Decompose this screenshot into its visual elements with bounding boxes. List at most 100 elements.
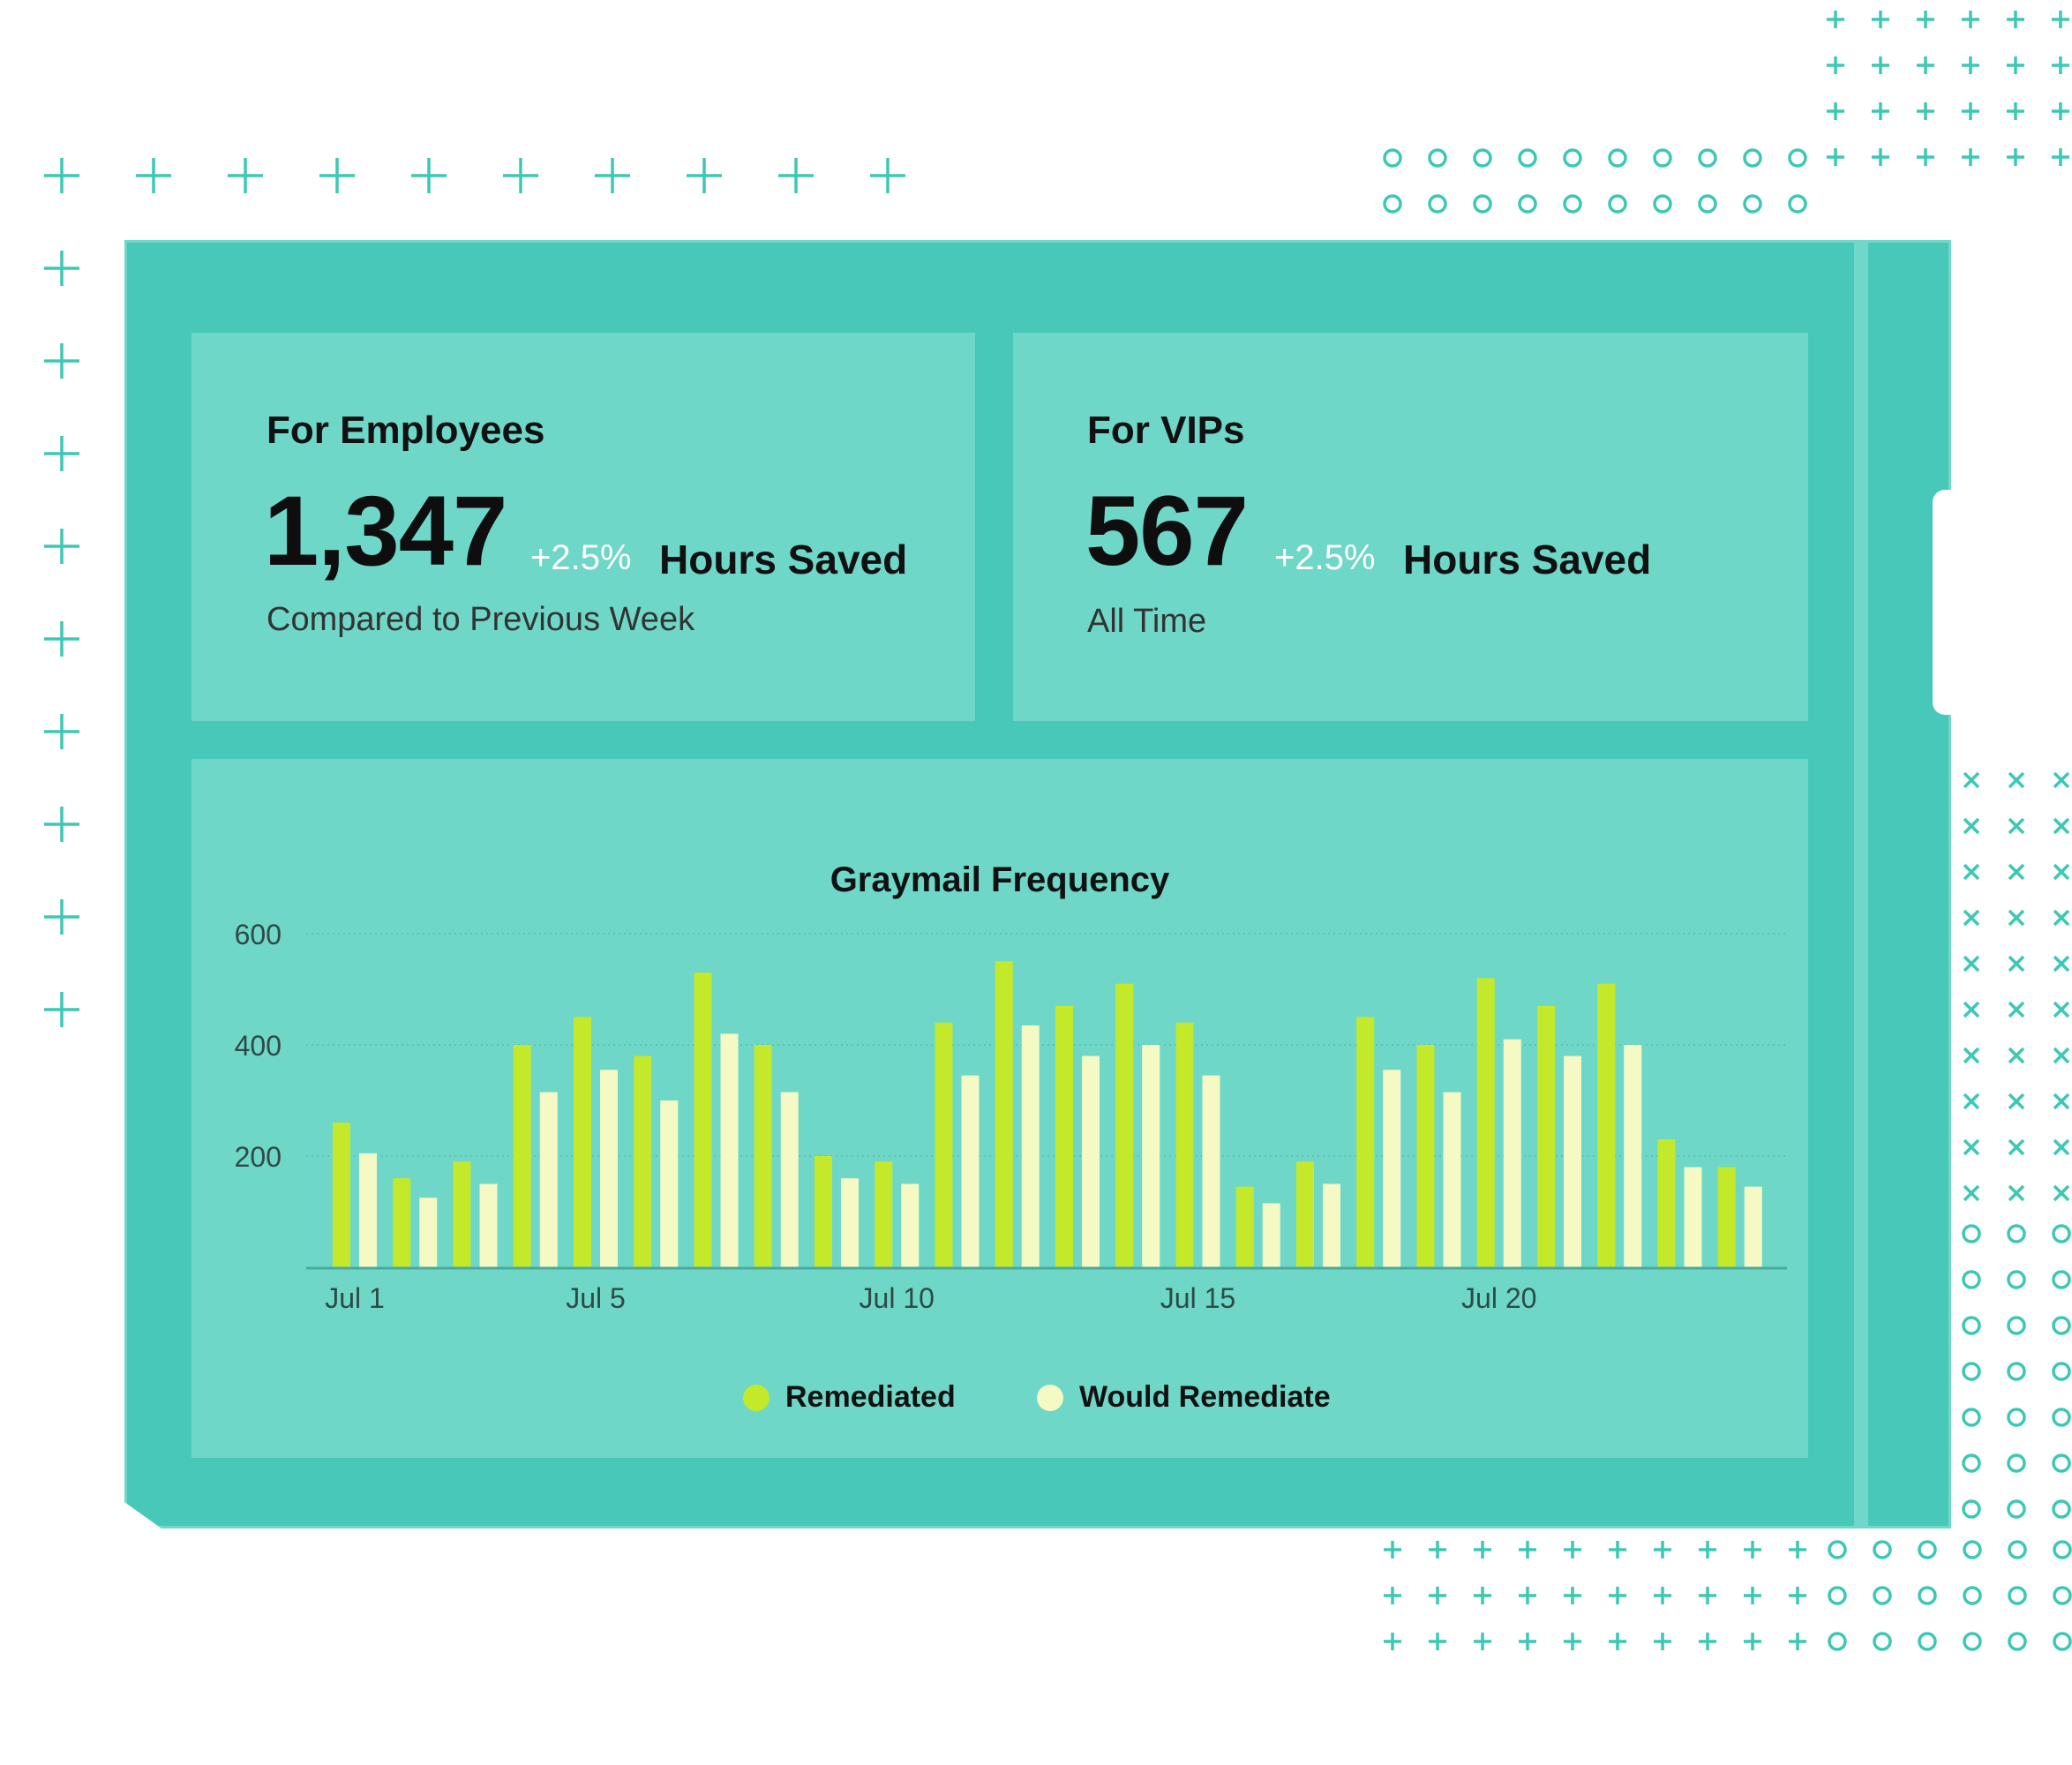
bar-would-remediate — [1383, 1070, 1401, 1267]
plus-mark — [1789, 1587, 1806, 1604]
plus-mark — [1384, 1633, 1401, 1650]
plus-mark — [1962, 56, 1979, 74]
plus-mark — [1962, 11, 1979, 28]
bar-remediated — [1296, 1161, 1314, 1267]
chart-title: Graymail Frequency — [830, 860, 1170, 899]
bar-would-remediate — [539, 1092, 558, 1267]
circle-mark — [2007, 1224, 2026, 1243]
y-tick-label: 200 — [235, 1141, 282, 1173]
circle-mark — [2007, 1316, 2026, 1335]
circle-mark — [1518, 148, 1537, 168]
circle-mark — [1828, 1632, 1847, 1651]
plus-mark — [595, 158, 630, 193]
plus-mark — [1917, 148, 1934, 166]
cross-mark — [2053, 1001, 2070, 1018]
plus-mark — [44, 621, 79, 657]
circle-mark — [1962, 1408, 1981, 1427]
bar-would-remediate — [660, 1100, 679, 1267]
cross-mark — [2008, 1047, 2025, 1064]
legend-remediated-label: Remediated — [785, 1380, 956, 1414]
plus-mark — [44, 899, 79, 935]
circle-mark — [1653, 148, 1672, 168]
x-tick-label: Jul 20 — [1461, 1282, 1536, 1314]
cross-mark — [1963, 1184, 1980, 1202]
circle-mark — [2007, 1453, 2026, 1473]
cross-mark — [2053, 771, 2070, 789]
circle-mark — [1608, 194, 1627, 214]
plus-mark — [2007, 56, 2024, 74]
plus-mark — [411, 158, 447, 193]
circle-mark — [1962, 1316, 1981, 1335]
cross-mark — [2053, 1138, 2070, 1156]
circle-mark — [1918, 1586, 1937, 1605]
circle-mark — [2052, 1453, 2071, 1473]
plus-mark — [1699, 1587, 1716, 1604]
plus-mark — [2007, 11, 2024, 28]
circle-mark — [1563, 194, 1582, 214]
legend-remediated: Remediated — [743, 1380, 956, 1415]
bar-remediated — [393, 1178, 411, 1267]
plus-mark — [1827, 11, 1844, 28]
bar-would-remediate — [1503, 1039, 1521, 1267]
plus-mark — [1654, 1633, 1671, 1650]
plus-mark — [1962, 148, 1979, 166]
circle-mark — [1743, 148, 1762, 168]
bar-remediated — [1476, 978, 1495, 1267]
circle-mark — [2007, 1270, 2026, 1289]
bar-remediated — [815, 1156, 832, 1267]
bar-would-remediate — [1021, 1025, 1040, 1267]
bar-would-remediate — [1443, 1092, 1461, 1267]
cross-mark — [1963, 909, 1980, 927]
card-title: For Employees — [267, 409, 545, 452]
plus-mark — [1564, 1541, 1581, 1558]
circle-mark — [1963, 1586, 1982, 1605]
card-subtitle: Compared to Previous Week — [267, 601, 695, 638]
circle-mark — [1383, 148, 1402, 168]
bar-would-remediate — [1262, 1203, 1280, 1267]
bar-would-remediate — [901, 1183, 920, 1267]
cross-mark — [1963, 1001, 1980, 1018]
cross-mark — [2008, 771, 2025, 789]
plus-mark — [1789, 1541, 1806, 1558]
bar-would-remediate — [359, 1153, 377, 1267]
bar-remediated — [1175, 1022, 1194, 1267]
plus-mark — [44, 158, 79, 193]
plus-mark — [136, 158, 171, 193]
plus-mark — [1429, 1541, 1446, 1558]
circle-mark — [2008, 1586, 2027, 1605]
delta-badge: +2.5% — [530, 538, 632, 577]
bar-would-remediate — [419, 1198, 438, 1267]
employees-card: For Employees 1,347 +2.5% Hours Saved Co… — [191, 333, 975, 721]
plus-mark — [44, 714, 79, 749]
plus-mark — [1872, 148, 1889, 166]
cross-mark — [1963, 817, 1980, 835]
circle-mark — [1788, 148, 1807, 168]
circle-mark — [1962, 1453, 1981, 1473]
plus-mark — [1429, 1633, 1446, 1650]
circle-mark — [1873, 1586, 1892, 1605]
plus-mark — [44, 529, 79, 564]
legend-would-remediate-swatch — [1037, 1384, 1063, 1411]
plus-mark — [44, 807, 79, 842]
legend-would-remediate: Would Remediate — [1037, 1380, 1331, 1415]
plus-mark — [1564, 1587, 1581, 1604]
circle-mark — [2052, 1499, 2071, 1519]
bar-would-remediate — [841, 1178, 859, 1267]
x-tick-label: Jul 5 — [566, 1282, 626, 1314]
plus-mark — [1744, 1587, 1761, 1604]
hours-saved-label: Hours Saved — [1403, 537, 1652, 582]
bar-would-remediate — [1564, 1055, 1581, 1267]
plus-mark — [1564, 1633, 1581, 1650]
plus-mark — [778, 158, 814, 193]
plus-mark — [1474, 1633, 1491, 1650]
circle-mark — [1698, 194, 1717, 214]
vips-card: For VIPs 567 +2.5% Hours Saved All Time — [1013, 333, 1808, 721]
plus-mark — [1474, 1587, 1491, 1604]
plus-mark — [1827, 148, 1844, 166]
plus-mark — [1917, 11, 1934, 28]
bar-remediated — [634, 1055, 652, 1267]
plus-mark — [1609, 1541, 1626, 1558]
circle-mark — [1918, 1632, 1937, 1651]
cross-mark — [2008, 1138, 2025, 1156]
bar-remediated — [1356, 1017, 1375, 1267]
